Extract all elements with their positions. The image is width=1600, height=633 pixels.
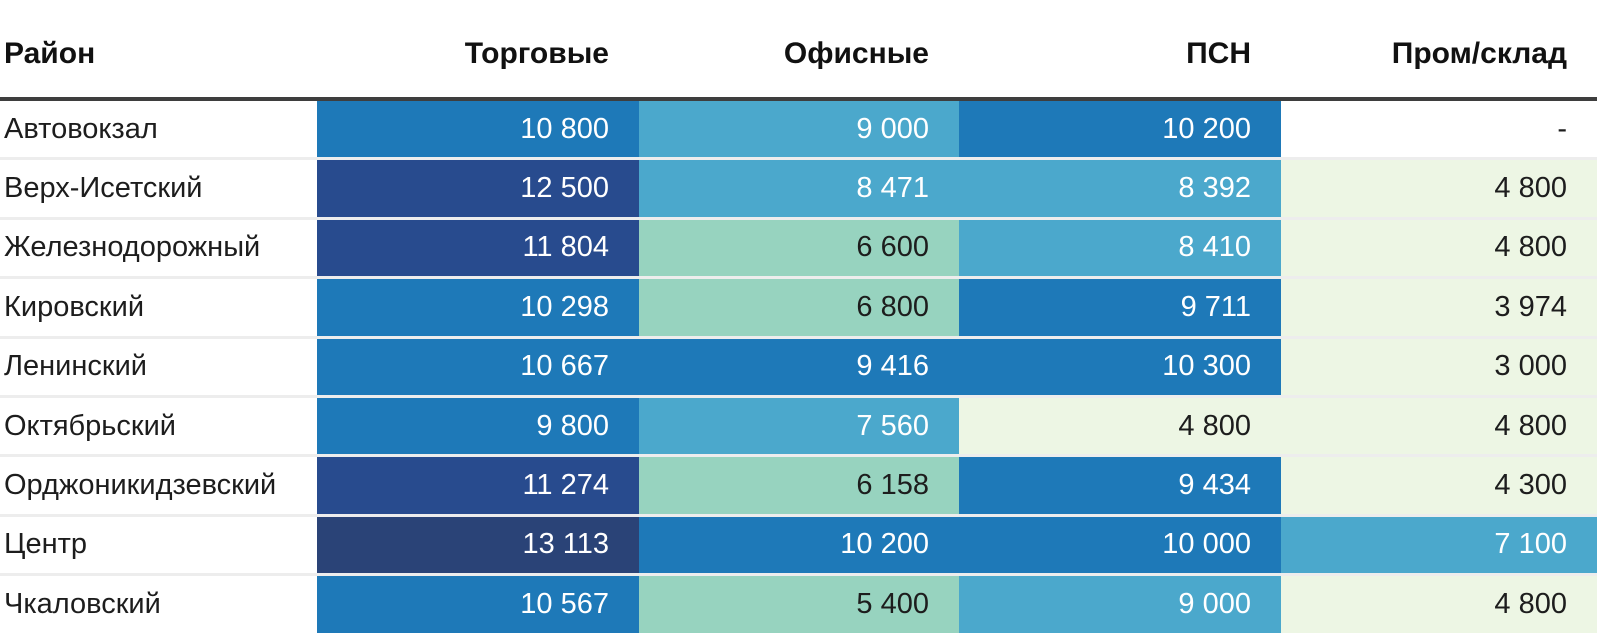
price-cell-office: 10 200 bbox=[639, 513, 959, 575]
price-cell-office: 8 471 bbox=[639, 157, 959, 219]
price-cell-warehouse: 3 000 bbox=[1281, 335, 1597, 397]
price-cell-psn: 9 000 bbox=[959, 573, 1281, 633]
price-cell-office: 6 800 bbox=[639, 276, 959, 338]
price-cell-warehouse: 7 100 bbox=[1281, 513, 1597, 575]
price-cell-psn: 10 000 bbox=[959, 513, 1281, 575]
column-header-warehouse: Пром/склад bbox=[1281, 0, 1597, 101]
price-cell-office: 9 000 bbox=[639, 99, 959, 159]
price-cell-retail: 10 567 bbox=[317, 573, 639, 633]
table-row: Ленинский 10 667 9 416 10 300 3 000 bbox=[0, 335, 1597, 397]
district-label: Верх-Исетский bbox=[0, 157, 317, 219]
table-row: Орджоникидзевский 11 274 6 158 9 434 4 300 bbox=[0, 454, 1597, 516]
district-label: Автовокзал bbox=[0, 99, 317, 159]
price-cell-warehouse: 4 800 bbox=[1281, 157, 1597, 219]
price-cell-retail: 9 800 bbox=[317, 394, 639, 456]
district-label: Орджоникидзевский bbox=[0, 454, 317, 516]
table-row: Кировский 10 298 6 800 9 711 3 974 bbox=[0, 276, 1597, 338]
price-cell-office: 6 600 bbox=[639, 216, 959, 278]
header-row: Район Торговые Офисные ПСН Пром/склад bbox=[0, 0, 1597, 101]
district-label: Чкаловский bbox=[0, 573, 317, 633]
price-cell-office: 9 416 bbox=[639, 335, 959, 397]
price-cell-retail: 12 500 bbox=[317, 157, 639, 219]
price-cell-warehouse: 4 800 bbox=[1281, 216, 1597, 278]
district-label: Кировский bbox=[0, 276, 317, 338]
price-cell-psn: 4 800 bbox=[959, 394, 1281, 456]
price-cell-psn: 8 410 bbox=[959, 216, 1281, 278]
price-cell-retail: 11 274 bbox=[317, 454, 639, 516]
price-cell-office: 7 560 bbox=[639, 394, 959, 456]
table-row: Железнодорожный 11 804 6 600 8 410 4 800 bbox=[0, 216, 1597, 278]
column-header-office: Офисные bbox=[639, 0, 959, 101]
price-cell-warehouse: 3 974 bbox=[1281, 276, 1597, 338]
price-cell-psn: 8 392 bbox=[959, 157, 1281, 219]
price-cell-psn: 9 434 bbox=[959, 454, 1281, 516]
table-row: Чкаловский 10 567 5 400 9 000 4 800 bbox=[0, 573, 1597, 633]
table-body: Автовокзал 10 800 9 000 10 200- Верх-Исетски… bbox=[0, 99, 1597, 633]
table-row: Центр 13 113 10 200 10 000 7 100 bbox=[0, 513, 1597, 575]
table-row: Октябрьский 9 800 7 560 4 800 4 800 bbox=[0, 394, 1597, 456]
table-row: Верх-Исетский 12 500 8 471 8 392 4 800 bbox=[0, 157, 1597, 219]
district-label: Октябрьский bbox=[0, 394, 317, 456]
district-label: Центр bbox=[0, 513, 317, 575]
column-header-psn: ПСН bbox=[959, 0, 1281, 101]
price-cell-retail: 13 113 bbox=[317, 513, 639, 575]
column-header-retail: Торговые bbox=[317, 0, 639, 101]
price-cell-psn: 10 200 bbox=[959, 99, 1281, 159]
table-row: Автовокзал 10 800 9 000 10 200- bbox=[0, 99, 1597, 159]
price-cell-retail: 10 298 bbox=[317, 276, 639, 338]
price-cell-retail: 11 804 bbox=[317, 216, 639, 278]
price-cell-retail: 10 800 bbox=[317, 99, 639, 159]
column-header-district: Район bbox=[0, 0, 317, 101]
price-cell-office: 5 400 bbox=[639, 573, 959, 633]
price-cell-warehouse: 4 800 bbox=[1281, 573, 1597, 633]
district-label: Ленинский bbox=[0, 335, 317, 397]
price-cell-warehouse: 4 800 bbox=[1281, 394, 1597, 456]
price-cell-psn: 10 300 bbox=[959, 335, 1281, 397]
price-cell-warehouse: - bbox=[1281, 99, 1597, 159]
price-cell-psn: 9 711 bbox=[959, 276, 1281, 338]
district-label: Железнодорожный bbox=[0, 216, 317, 278]
price-cell-office: 6 158 bbox=[639, 454, 959, 516]
price-cell-warehouse: 4 300 bbox=[1281, 454, 1597, 516]
price-cell-retail: 10 667 bbox=[317, 335, 639, 397]
